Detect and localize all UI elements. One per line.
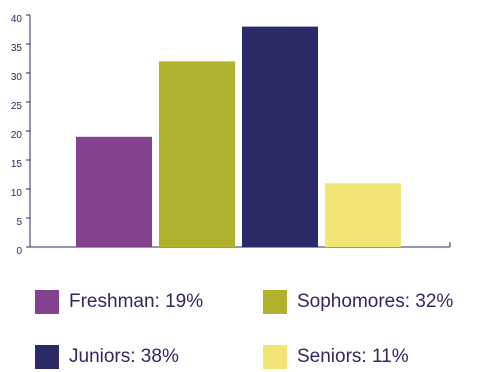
y-tick-label-15: 15: [11, 159, 23, 170]
legend-label-juniors: Juniors: 38%: [69, 346, 179, 367]
bars: [76, 26, 401, 248]
bar-seniors: [325, 183, 401, 247]
legend-item-juniors: Juniors: 38%: [35, 345, 179, 369]
legend-item-seniors: Seniors: 11%: [263, 345, 409, 369]
legend-swatch-freshman: [35, 290, 59, 314]
legend-label-freshman: Freshman: 19%: [69, 291, 204, 312]
y-tick-label-40: 40: [11, 14, 23, 25]
bar-chart: 0 5 10 15 20 25 30 35 40: [11, 14, 451, 257]
legend-swatch-juniors: [35, 345, 59, 369]
y-tick-label-25: 25: [11, 101, 23, 112]
bar-freshman: [76, 136, 152, 247]
legend-label-sophomores: Sophomores: 32%: [297, 291, 454, 312]
y-tick-label-5: 5: [16, 217, 22, 228]
y-tick-label-0: 0: [16, 246, 22, 257]
y-tick-label-10: 10: [11, 188, 23, 199]
bar-juniors: [242, 26, 318, 247]
legend-item-sophomores: Sophomores: 32%: [263, 290, 453, 314]
legend-swatch-seniors: [263, 345, 287, 369]
y-tick-label-20: 20: [11, 130, 23, 141]
legend: Freshman: 19% Sophomores: 32% Juniors: 3…: [35, 290, 496, 370]
legend-label-seniors: Seniors: 11%: [297, 346, 409, 367]
y-tick-label-30: 30: [11, 72, 23, 83]
bar-sophomores: [159, 61, 235, 248]
legend-item-freshman: Freshman: 19%: [35, 290, 203, 314]
y-tick-label-35: 35: [11, 43, 23, 54]
y-axis-ticks: 0 5 10 15 20 25 30 35 40: [11, 14, 30, 257]
legend-swatch-sophomores: [263, 290, 287, 314]
